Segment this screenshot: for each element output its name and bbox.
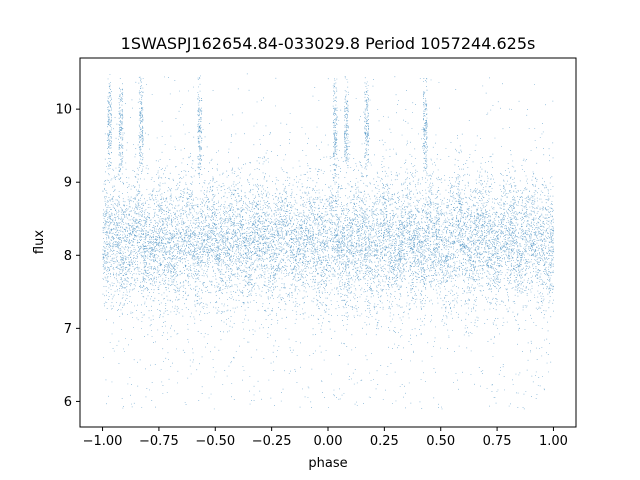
x-tick-label: −0.25 — [252, 434, 292, 449]
x-tick-label: 0.75 — [483, 434, 512, 449]
x-tick-label: −0.50 — [195, 434, 235, 449]
axes: −1.00 −0.75 −0.50 −0.25 0.00 0.25 0.50 0.75 1.00… — [55, 57, 577, 449]
y-tick-label: 8 — [64, 249, 72, 264]
x-tick-label: 0.25 — [370, 434, 399, 449]
x-tick-label: −1.00 — [83, 434, 123, 449]
y-tick-label: 9 — [64, 176, 72, 191]
chart-title: 1SWASPJ162654.84-033029.8 Period 1057244… — [121, 34, 536, 53]
x-tick-label: 1.00 — [539, 434, 568, 449]
x-tick-label: −0.75 — [139, 434, 179, 449]
y-tick-label: 6 — [64, 395, 72, 410]
x-tick-label: 0.50 — [426, 434, 455, 449]
x-tick-label: 0.00 — [314, 434, 343, 449]
y-tick-label: 10 — [55, 103, 72, 118]
x-axis-label: phase — [308, 456, 347, 471]
y-axis-label: flux — [32, 230, 47, 254]
y-tick-label: 7 — [64, 322, 72, 337]
